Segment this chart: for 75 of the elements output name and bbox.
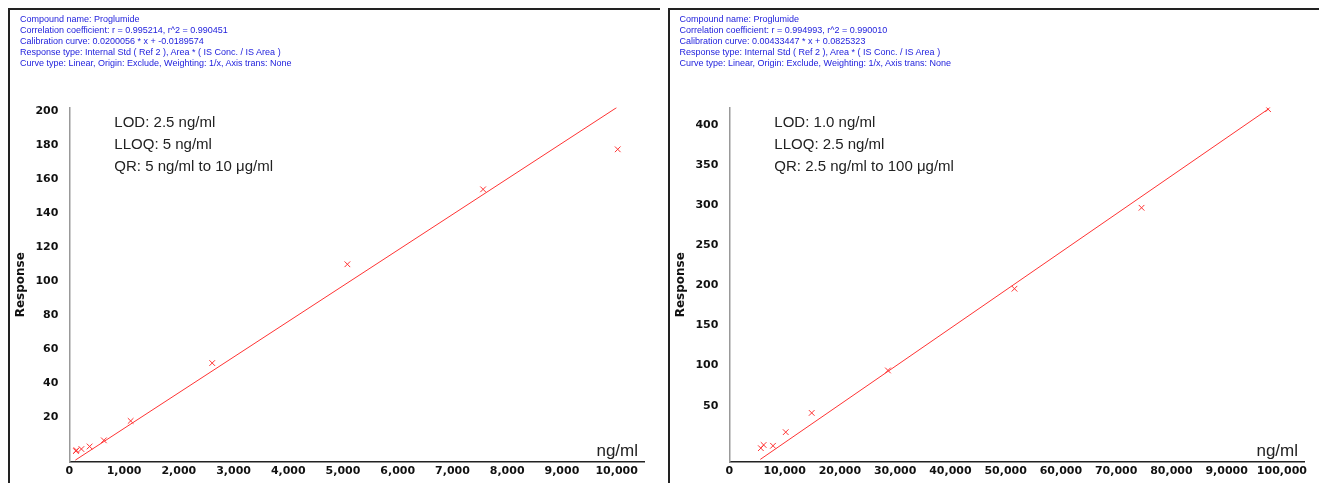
x-tick-label: 0 bbox=[725, 464, 734, 478]
chart-title: Compound name: Proglumide bbox=[20, 14, 141, 25]
x-tick-label: 50,000 bbox=[983, 464, 1027, 478]
text: Response type: Internal Std ( Ref 2 ), Area * ( IS Conc. / IS Area ) bbox=[20, 47, 282, 58]
x-tick-label: 2,000 bbox=[161, 464, 197, 478]
point bbox=[1137, 204, 1145, 212]
x-tick-label: 4,000 bbox=[270, 464, 307, 478]
point bbox=[78, 445, 85, 453]
y-tick-label: 40 bbox=[43, 376, 59, 390]
x-tick-label: 70,000 bbox=[1094, 464, 1138, 478]
point bbox=[769, 442, 776, 450]
y-tick-label: 350 bbox=[694, 158, 719, 172]
point bbox=[614, 145, 622, 153]
x-tick-label: 0 bbox=[65, 464, 74, 478]
y-tick-label: 150 bbox=[694, 318, 719, 332]
annotation: LOD: 1.0 ng/ml bbox=[773, 113, 875, 131]
x-tick-label: 8,000 bbox=[489, 464, 525, 478]
y-tick-label: 160 bbox=[35, 171, 59, 185]
x-tick-label: 9,0000 bbox=[1204, 464, 1248, 478]
y-tick-label: 180 bbox=[35, 137, 59, 151]
annotation: LLOQ: 2.5 ng/ml bbox=[773, 135, 884, 153]
y-tick-label: 140 bbox=[35, 206, 59, 220]
x-tick-label: 7,000 bbox=[435, 464, 471, 478]
x-tick-label: 10,000 bbox=[762, 464, 806, 478]
point bbox=[127, 417, 134, 425]
annotation: LOD: 2.5 ng/ml bbox=[114, 113, 216, 131]
chart-subtitle: Correlation coefficient: r = 0.994993, r^2 = 0.990010 bbox=[679, 25, 889, 36]
point bbox=[884, 367, 891, 374]
point bbox=[1264, 107, 1271, 113]
y-tick-label: 20 bbox=[43, 410, 59, 424]
x-tick-label: 5,000 bbox=[325, 464, 361, 478]
point bbox=[344, 260, 351, 268]
point bbox=[100, 437, 108, 444]
y-tick-label: 200 bbox=[694, 278, 719, 292]
x-tick-label: 40,000 bbox=[928, 464, 972, 478]
x-tick-label: 100,000 bbox=[1256, 464, 1307, 478]
point bbox=[807, 409, 815, 417]
text: Calibration curve: 0.0200056 * x + -0.0189574 bbox=[20, 36, 205, 47]
x-tick-label: 60,000 bbox=[1039, 464, 1082, 478]
annotation: LLOQ: 5 ng/ml bbox=[114, 135, 212, 153]
y-tick-label: 100 bbox=[35, 274, 59, 288]
y-tick-label: 300 bbox=[694, 198, 719, 212]
x-tick-label: 10,000 bbox=[595, 464, 639, 478]
text: Response type: Internal Std ( Ref 2 ), Area * ( IS Conc. / IS Area ) bbox=[679, 47, 942, 58]
y-axis-title: Response bbox=[13, 252, 28, 318]
x-tick-label: 9,000 bbox=[544, 464, 580, 478]
y-tick-label: 60 bbox=[43, 342, 59, 356]
annotation: QR: 2.5 ng/ml to 100 μg/ml bbox=[773, 157, 954, 175]
x-tick-label: 6,000 bbox=[380, 464, 416, 478]
x-axis-title: ng/ml bbox=[1255, 440, 1298, 460]
x-tick-label: 3,000 bbox=[216, 464, 252, 478]
point bbox=[86, 443, 93, 450]
point bbox=[781, 428, 789, 436]
y-tick-label: 200 bbox=[35, 103, 59, 117]
x-tick-label: 30,000 bbox=[873, 464, 917, 478]
annotation: QR: 5 ng/ml to 10 μg/ml bbox=[114, 157, 274, 175]
y-tick-label: 80 bbox=[43, 308, 59, 322]
y-tick-label: 400 bbox=[694, 118, 719, 132]
text: Curve type: Linear, Origin: Exclude, Weighting: 1/x, Axis trans: None bbox=[679, 58, 952, 69]
x-tick-label: 80,000 bbox=[1149, 464, 1193, 478]
y-tick-label: 50 bbox=[702, 398, 719, 412]
x-tick-label: 20,000 bbox=[818, 464, 861, 478]
y-tick-label: 120 bbox=[35, 240, 59, 254]
point bbox=[208, 359, 216, 367]
x-axis-title: ng/ml bbox=[596, 440, 638, 460]
chart-title: Compound name: Proglumide bbox=[679, 14, 801, 25]
text: Curve type: Linear, Origin: Exclude, Weighting: 1/x, Axis trans: None bbox=[20, 58, 293, 69]
chart-subtitle: Correlation coefficient: r = 0.995214, r^2 = 0.990451 bbox=[20, 25, 229, 36]
point bbox=[479, 186, 487, 193]
point bbox=[1010, 285, 1018, 293]
x-tick-label: 1,000 bbox=[106, 464, 142, 478]
y-tick-label: 100 bbox=[694, 358, 719, 372]
y-tick-label: 250 bbox=[694, 238, 719, 252]
y-axis-title: Response bbox=[672, 252, 687, 318]
text: Calibration curve: 0.00433447 * x + 0.0825323 bbox=[679, 36, 867, 47]
